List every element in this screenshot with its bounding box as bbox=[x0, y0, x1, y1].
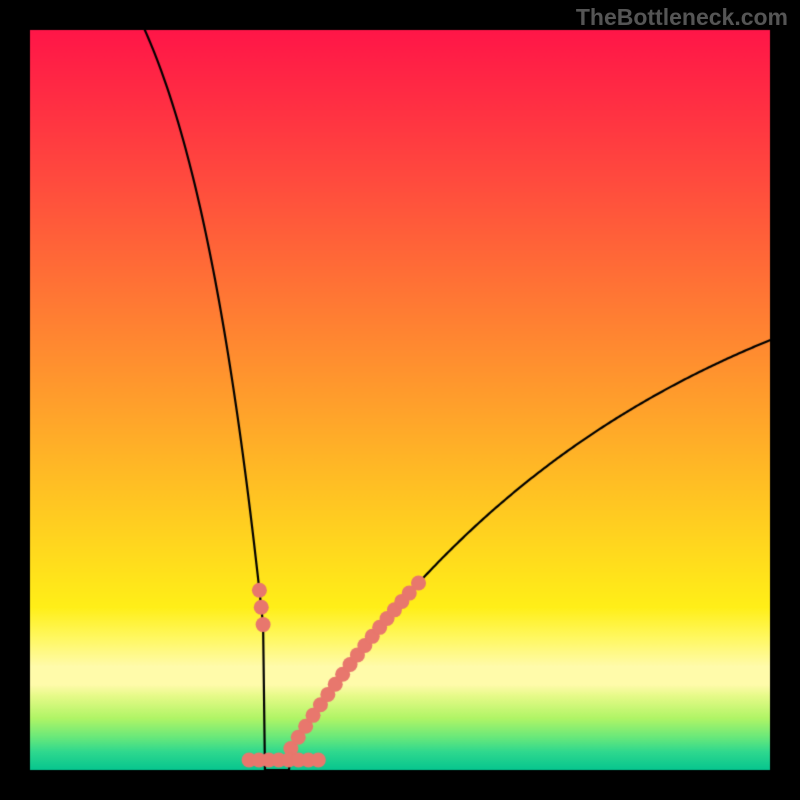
chart-stage: TheBottleneck.com bbox=[0, 0, 800, 800]
watermark-text: TheBottleneck.com bbox=[576, 4, 788, 31]
bottleneck-valley-chart bbox=[0, 0, 800, 800]
